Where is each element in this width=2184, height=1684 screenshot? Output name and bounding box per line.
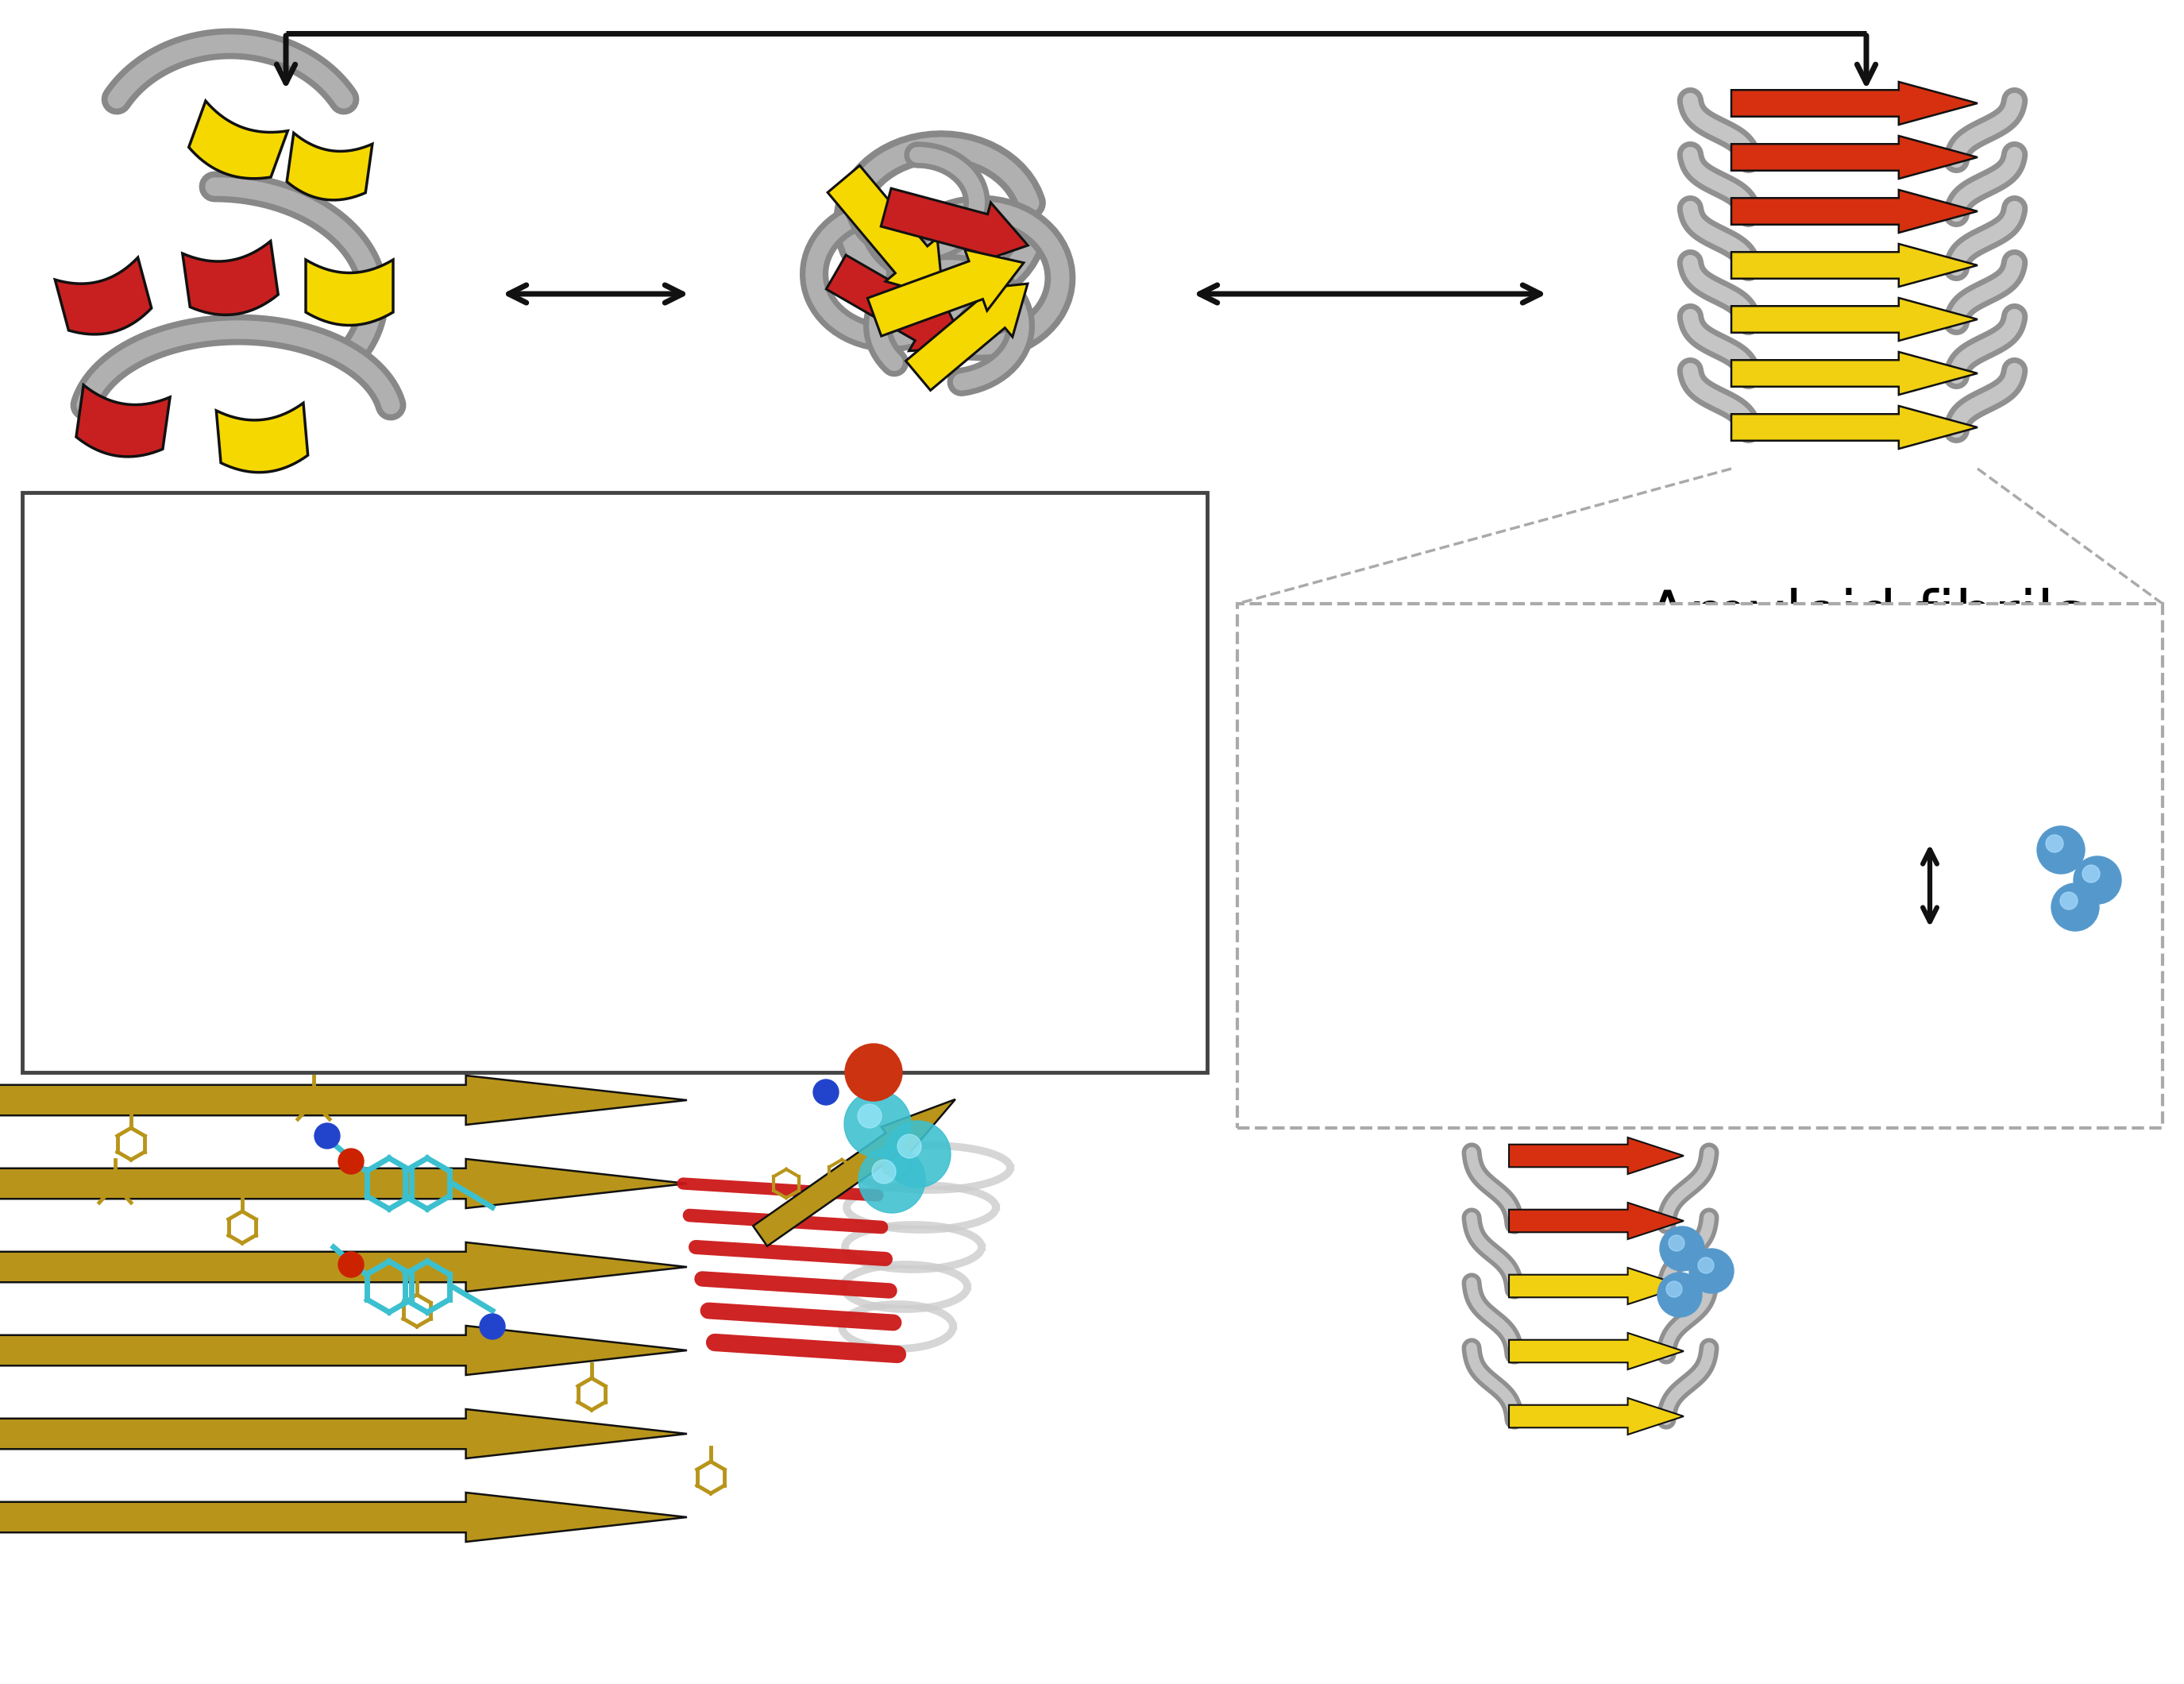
Polygon shape: [828, 165, 943, 298]
Polygon shape: [188, 101, 288, 179]
Bar: [22, 492, 1208, 1073]
Text: Amyloid fibrils
(low toxicity): Amyloid fibrils (low toxicity): [1647, 588, 2086, 721]
Polygon shape: [216, 402, 308, 472]
Polygon shape: [1732, 298, 1977, 340]
Polygon shape: [0, 1492, 688, 1543]
Polygon shape: [753, 1100, 954, 1246]
Circle shape: [812, 1079, 839, 1105]
Circle shape: [1669, 1234, 1684, 1251]
Circle shape: [480, 1314, 505, 1339]
Polygon shape: [880, 189, 1029, 264]
Polygon shape: [867, 249, 1024, 337]
Polygon shape: [55, 258, 151, 335]
Circle shape: [1658, 1273, 1701, 1317]
Circle shape: [2073, 855, 2121, 904]
Polygon shape: [1732, 244, 1977, 286]
Polygon shape: [0, 1243, 688, 1292]
Polygon shape: [286, 133, 371, 200]
Polygon shape: [1509, 1334, 1684, 1369]
Polygon shape: [1732, 190, 1977, 232]
Polygon shape: [1732, 352, 1977, 394]
Circle shape: [314, 1123, 341, 1148]
Circle shape: [885, 1122, 950, 1187]
Polygon shape: [1732, 406, 1977, 450]
Polygon shape: [826, 254, 968, 350]
Circle shape: [339, 1148, 365, 1174]
Circle shape: [2081, 866, 2099, 882]
Circle shape: [2051, 884, 2099, 931]
Polygon shape: [1509, 1202, 1684, 1239]
Polygon shape: [0, 1325, 688, 1376]
Polygon shape: [1509, 1137, 1684, 1174]
Circle shape: [845, 1044, 902, 1101]
Circle shape: [1697, 1258, 1714, 1273]
Polygon shape: [0, 1159, 688, 1207]
Polygon shape: [183, 241, 277, 315]
Polygon shape: [306, 259, 393, 325]
Polygon shape: [1732, 136, 1977, 179]
Circle shape: [2060, 893, 2077, 909]
Polygon shape: [906, 283, 1029, 391]
Circle shape: [1666, 1282, 1682, 1297]
Circle shape: [898, 1135, 922, 1159]
Polygon shape: [1732, 83, 1977, 125]
Polygon shape: [1509, 1398, 1684, 1435]
Circle shape: [2038, 827, 2086, 874]
Circle shape: [1660, 1226, 1704, 1271]
Text: Oligomers
(high toxicity): Oligomers (high toxicity): [719, 588, 1147, 721]
Circle shape: [845, 1091, 911, 1157]
Circle shape: [858, 1147, 926, 1212]
Circle shape: [871, 1160, 895, 1184]
Polygon shape: [1509, 1268, 1684, 1305]
Text: Monomers: Monomers: [124, 588, 448, 648]
Polygon shape: [0, 1410, 688, 1458]
Circle shape: [339, 1251, 365, 1276]
Polygon shape: [0, 1076, 688, 1125]
Circle shape: [858, 1105, 882, 1128]
Bar: [1238, 603, 2162, 1128]
Circle shape: [1688, 1250, 1734, 1293]
Circle shape: [2046, 835, 2064, 852]
Polygon shape: [76, 386, 170, 456]
